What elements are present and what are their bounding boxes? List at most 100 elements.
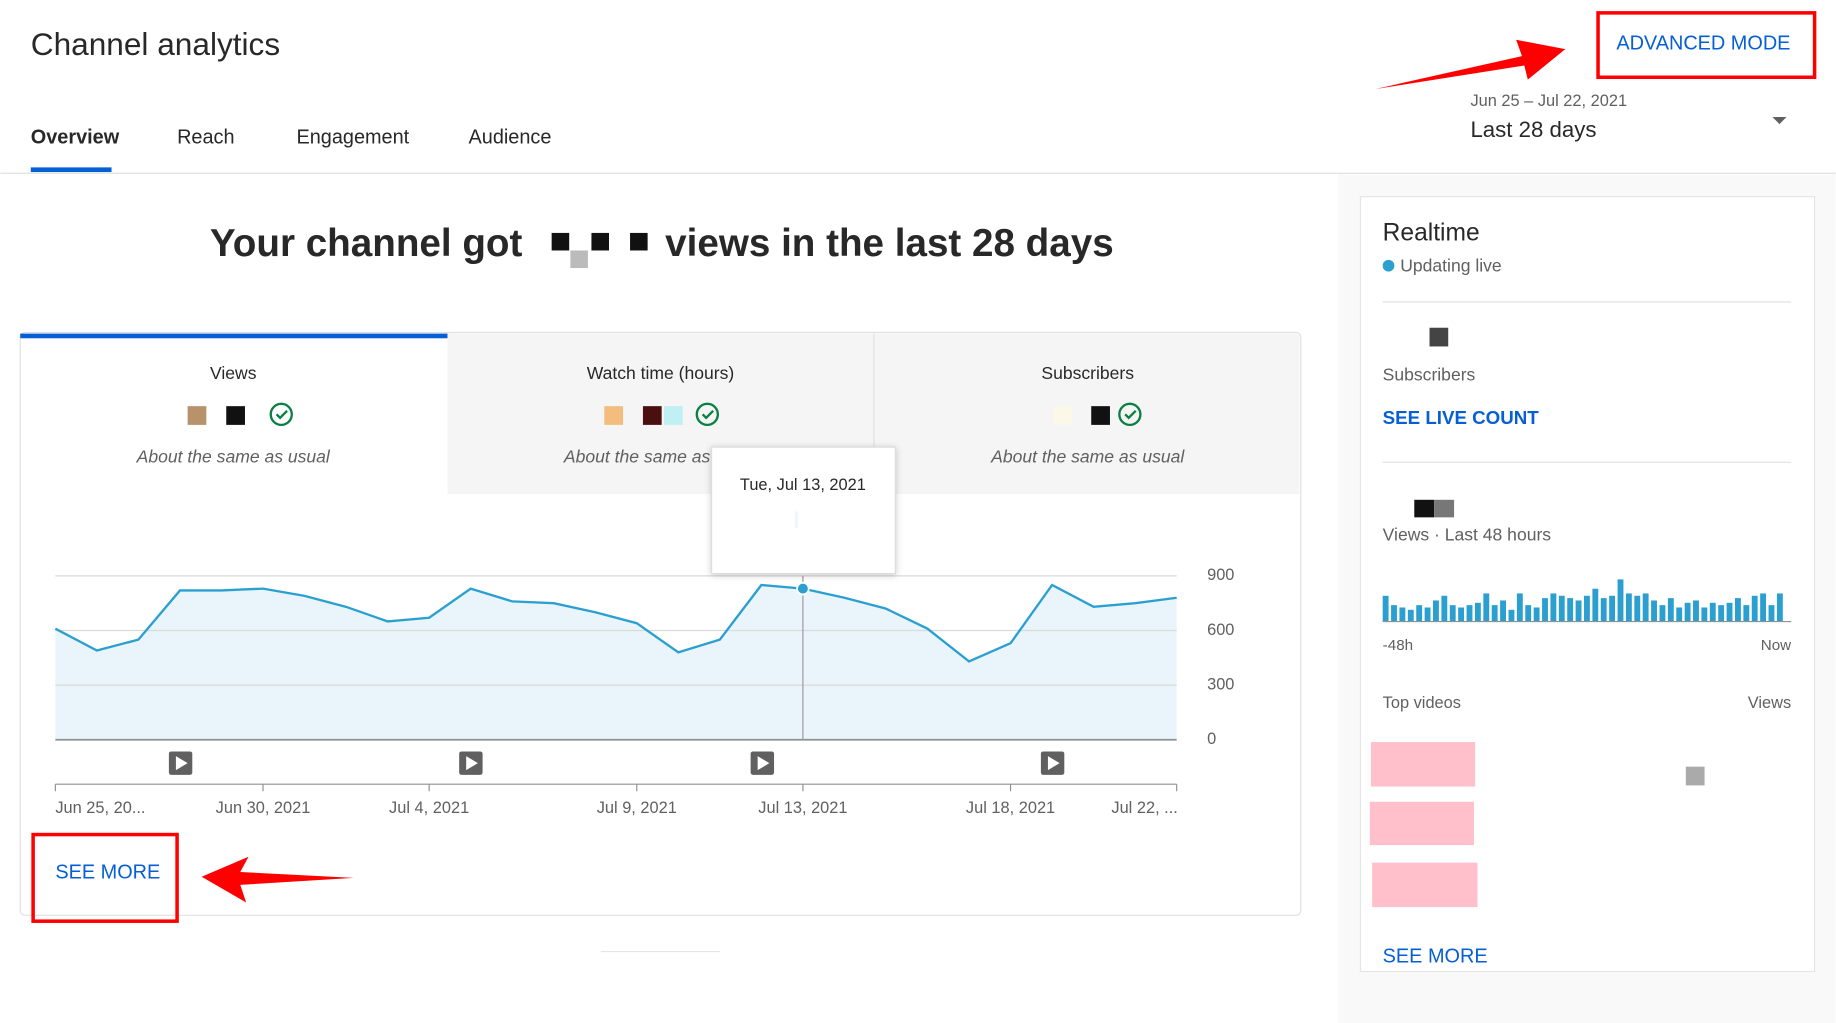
highlight-box (1596, 11, 1817, 80)
spark-bar (1533, 607, 1540, 622)
metric-tab-selected (20, 333, 448, 339)
spark-bar (1433, 600, 1439, 622)
x-tick-label: Jul 18, 2021 (966, 799, 1055, 817)
see-more-link[interactable]: SEE MORE (55, 861, 160, 883)
video-thumbnail[interactable] (1369, 801, 1474, 846)
metric-note: About the same as usual (990, 446, 1185, 466)
metric-note: About the same as usual (136, 446, 331, 466)
redacted (642, 406, 662, 425)
spark-bar (1567, 598, 1574, 622)
spark-bar (1659, 605, 1666, 622)
spark-bar (1474, 602, 1481, 622)
redacted (570, 250, 588, 269)
metric-tab[interactable] (874, 333, 1300, 494)
metric-label: Views (210, 363, 257, 383)
video-thumbnail[interactable] (1370, 742, 1476, 787)
spark-bar (1391, 605, 1397, 622)
spark-bar (1617, 579, 1624, 622)
redacted (630, 232, 648, 251)
video-marker (175, 756, 188, 771)
metric-note: About the same as usual (563, 446, 758, 466)
spark-bar (1449, 605, 1456, 622)
spark-bar (1399, 607, 1406, 622)
spark-bar (1466, 605, 1473, 622)
spark-bar (1625, 593, 1632, 622)
date-range: Jun 25 – Jul 22, 2021 (1470, 92, 1627, 110)
redacted (187, 406, 207, 425)
see-more-link[interactable]: SEE MORE (1383, 946, 1488, 968)
live-status: Updating live (1400, 256, 1501, 276)
tab[interactable]: Audience (469, 126, 552, 148)
redacted (1434, 499, 1455, 518)
video-marker (466, 756, 478, 771)
spark-bar (1776, 593, 1783, 622)
spark-bar (1491, 605, 1498, 622)
redacted (1053, 406, 1073, 425)
views-column-label: Views (1748, 694, 1791, 712)
spark-bar (1701, 607, 1708, 622)
arrow (201, 856, 354, 903)
spark-bar (1407, 609, 1414, 622)
y-tick-label: 300 (1207, 675, 1234, 693)
spark-bar (1550, 593, 1557, 622)
spark-bar (1642, 593, 1649, 622)
redacted (1429, 327, 1449, 347)
live-dot (1382, 259, 1395, 272)
spark-bar (1693, 600, 1699, 622)
spark-bar (1458, 607, 1465, 622)
video-marker (1047, 756, 1060, 771)
realtime-title: Realtime (1383, 220, 1480, 247)
spark-bar (1651, 600, 1657, 622)
period-select[interactable]: Last 28 days (1470, 117, 1596, 142)
spark-bar (1760, 593, 1767, 622)
check-icon (695, 402, 720, 427)
page-title: Channel analytics (31, 26, 280, 62)
spark-bar (1734, 598, 1741, 622)
redacted (551, 232, 570, 251)
spark-bar (1441, 595, 1448, 622)
x-tick-label: Jun 30, 2021 (216, 799, 311, 817)
tab[interactable]: Reach (177, 126, 234, 148)
redacted (1091, 406, 1110, 425)
spark-bar (1768, 605, 1775, 622)
area (55, 584, 1177, 740)
spark-bar (1726, 602, 1733, 622)
redacted (226, 406, 245, 425)
spark-bar (1424, 607, 1431, 622)
realtime-card (1359, 196, 1816, 973)
headline: views in the last 28 days (665, 222, 1114, 265)
tooltip (711, 446, 896, 575)
tab[interactable]: Engagement (296, 126, 409, 148)
spark-bar (1684, 602, 1691, 622)
spark-bar (1676, 607, 1683, 622)
spark-bar (1592, 588, 1599, 622)
live-count-link[interactable]: SEE LIVE COUNT (1383, 407, 1540, 428)
advanced-mode-button[interactable]: ADVANCED MODE (1616, 33, 1790, 55)
check-icon (275, 410, 288, 420)
spark-bar (1516, 593, 1523, 622)
spark-bar (1751, 595, 1758, 622)
spark-bar (1667, 598, 1674, 622)
video-thumbnail[interactable] (1372, 862, 1478, 908)
spark-bar (1542, 598, 1548, 622)
spark-bar (1525, 605, 1532, 622)
spark-bar (1575, 600, 1582, 622)
metric-tabs: Views About the same as usual Watch time (… (136, 363, 1186, 466)
check-icon (701, 410, 714, 420)
redacted (1414, 499, 1435, 518)
x-tick-label: Jul 4, 2021 (389, 799, 469, 817)
metric-label: Subscribers (1041, 363, 1134, 383)
redacted (664, 406, 683, 425)
tab[interactable]: Overview (31, 126, 120, 148)
redacted (591, 232, 609, 251)
top-videos-label: Top videos (1383, 694, 1461, 712)
highlight-box (31, 832, 179, 923)
dropdown-arrow[interactable] (1772, 117, 1787, 125)
line-chart: 0 300 600 900 Jun 25, 20... Jun 30, 2021 Jul 4… (54, 446, 1234, 817)
arrow (1375, 39, 1566, 89)
spark-bar (1709, 602, 1716, 622)
spark-bar (1416, 605, 1423, 622)
spark-bar (1609, 595, 1616, 622)
